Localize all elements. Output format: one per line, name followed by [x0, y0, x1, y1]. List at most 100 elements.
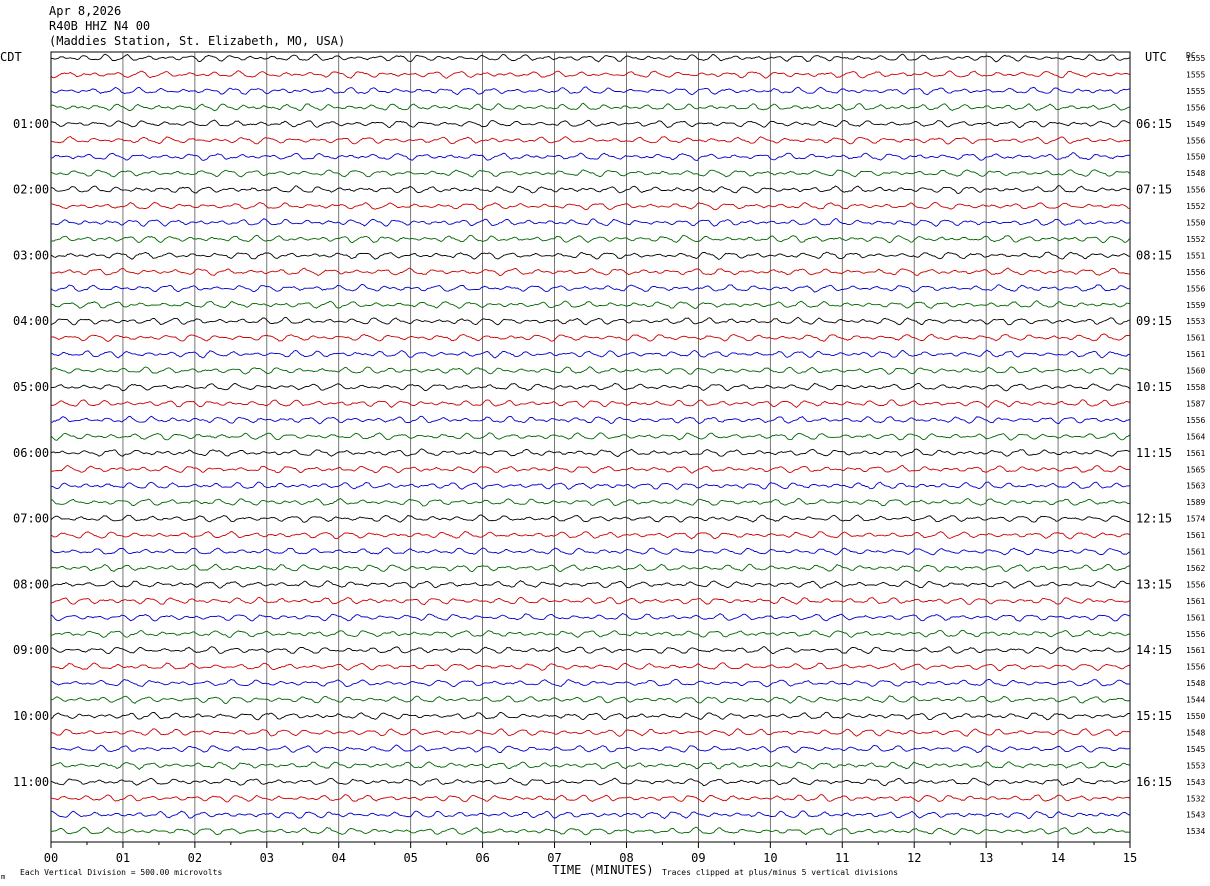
dc-value: 1587 [1186, 399, 1205, 408]
dc-value: 1556 [1186, 103, 1205, 112]
dc-value: 1552 [1186, 235, 1205, 244]
trace-row [50, 826, 1130, 836]
dc-value: 1564 [1186, 432, 1205, 441]
dc-value: 1532 [1186, 794, 1205, 803]
hour-label-right: 10:15 [1136, 380, 1172, 394]
dc-value: 1549 [1186, 120, 1205, 129]
x-tick-label: 12 [907, 851, 921, 865]
trace-row [50, 86, 1130, 96]
trace-row [50, 794, 1130, 803]
dc-value: 1561 [1186, 350, 1205, 359]
hour-label-left: 06:00 [13, 446, 49, 460]
hour-label-left: 10:00 [13, 709, 49, 723]
dc-value: 1556 [1186, 284, 1205, 293]
hour-label-left: 08:00 [13, 577, 49, 591]
hour-label-right: 16:15 [1136, 775, 1172, 789]
dc-value: 1574 [1186, 515, 1205, 524]
trace-row [50, 201, 1130, 211]
dc-value: 1555 [1186, 54, 1205, 63]
dc-value: 1552 [1186, 202, 1205, 211]
x-tick-label: 11 [835, 851, 849, 865]
dc-value: 1556 [1186, 416, 1205, 425]
dc-value: 1561 [1186, 548, 1205, 557]
footer-scale-note: Each Vertical Division = 500.00 microvol… [20, 868, 222, 877]
trace-row [50, 711, 1130, 721]
header-channel: R40B HHZ N4 00 [49, 19, 151, 33]
dc-value: 1550 [1186, 219, 1205, 228]
trace-row [50, 251, 1130, 260]
dc-value: 1556 [1186, 268, 1205, 277]
trace-row [50, 366, 1130, 375]
x-tick-label: 07 [547, 851, 561, 865]
dc-value: 1550 [1186, 153, 1205, 162]
x-tick-label: 01 [116, 851, 130, 865]
dc-value: 1558 [1186, 383, 1205, 392]
trace-row [50, 810, 1130, 820]
dc-value: 1548 [1186, 728, 1205, 737]
x-tick-label: 06 [475, 851, 489, 865]
trace-row [50, 184, 1130, 194]
hour-label-left: 05:00 [13, 380, 49, 394]
trace-row [50, 399, 1130, 408]
trace-row [50, 152, 1130, 161]
trace-row [50, 629, 1130, 638]
dc-value: 1556 [1186, 136, 1205, 145]
trace-row [50, 382, 1130, 392]
header-date: Apr 8,2026 [49, 4, 122, 18]
trace-row [50, 514, 1130, 523]
trace-row [50, 695, 1130, 704]
dc-value: 1556 [1186, 630, 1205, 639]
dc-value: 1561 [1186, 597, 1205, 606]
trace-row [50, 300, 1130, 309]
x-tick-label: 14 [1051, 851, 1065, 865]
x-tick-label: 13 [979, 851, 993, 865]
x-tick-label: 03 [260, 851, 274, 865]
hour-label-left: 11:00 [13, 775, 49, 789]
trace-row [50, 234, 1130, 244]
trace-row [50, 744, 1130, 754]
dc-label: DC [1186, 51, 1196, 60]
hour-label-left: 04:00 [13, 314, 49, 328]
dc-value: 1543 [1186, 811, 1205, 820]
dc-value: 1555 [1186, 87, 1205, 96]
x-tick-label: 02 [188, 851, 202, 865]
dc-value: 1545 [1186, 745, 1205, 754]
x-axis-label: TIME (MINUTES) [552, 863, 653, 877]
trace-row [50, 119, 1130, 129]
trace-row [50, 284, 1130, 293]
trace-row [50, 432, 1130, 441]
trace-row [50, 70, 1130, 79]
dc-value: 1563 [1186, 482, 1205, 491]
dc-value: 1561 [1186, 531, 1205, 540]
dc-value: 1555 [1186, 70, 1205, 79]
hour-label-left: 01:00 [13, 117, 49, 131]
dc-value: 1548 [1186, 679, 1205, 688]
trace-row [50, 777, 1130, 787]
trace-row [50, 169, 1130, 178]
x-tick-label: 09 [691, 851, 705, 865]
hour-label-right: 07:15 [1136, 183, 1172, 197]
dc-value: 1561 [1186, 646, 1205, 655]
hour-label-left: 09:00 [13, 643, 49, 657]
trace-row [50, 481, 1130, 490]
x-tick-label: 08 [619, 851, 633, 865]
right-axis-label: UTC [1145, 50, 1167, 64]
trace-row [50, 349, 1130, 359]
dc-value: 1562 [1186, 564, 1205, 573]
trace-row [50, 662, 1130, 672]
x-tick-label: 15 [1123, 851, 1137, 865]
dc-value: 1548 [1186, 169, 1205, 178]
trace-row [50, 102, 1130, 112]
dc-value: 1550 [1186, 712, 1205, 721]
trace-row [50, 596, 1130, 606]
x-tick-label: 10 [763, 851, 777, 865]
trace-row [50, 547, 1130, 556]
trace-row [50, 333, 1130, 342]
hour-label-right: 15:15 [1136, 709, 1172, 723]
label-group: 1555 1555 1555 1556 1549 1556 1550 1548 1556 1552… [0, 50, 1205, 881]
left-axis-label: CDT [0, 50, 22, 64]
hour-label-left: 03:00 [13, 248, 49, 262]
trace-row [51, 415, 1130, 425]
x-tick-label: 00 [44, 851, 58, 865]
